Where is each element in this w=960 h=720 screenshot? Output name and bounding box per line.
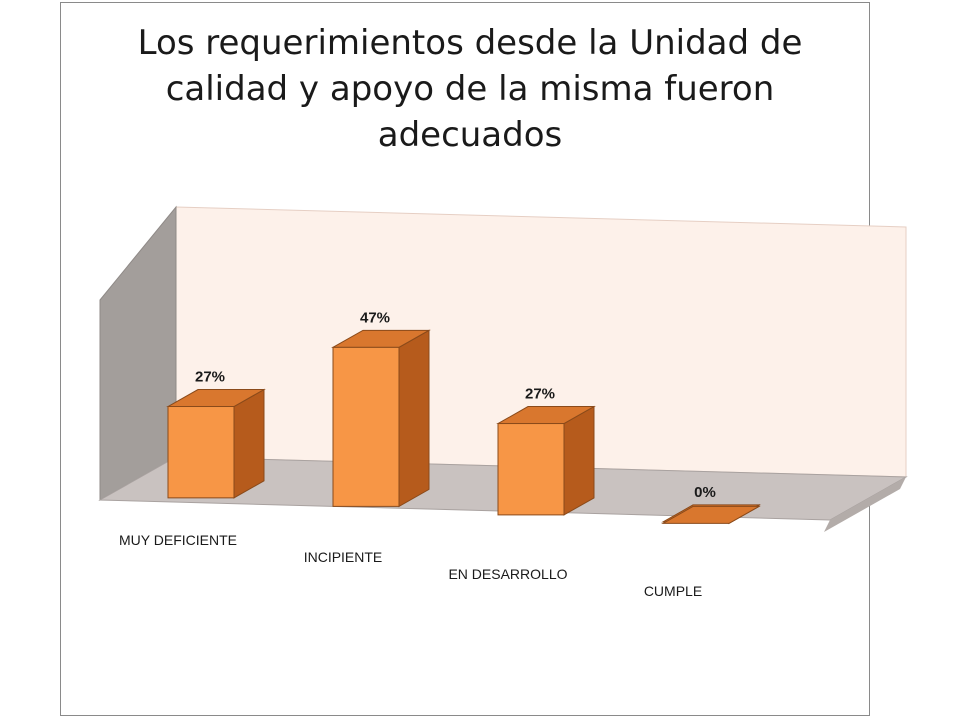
chart-title-line-3: adecuados bbox=[377, 115, 563, 155]
bar bbox=[332, 346, 400, 507]
bar-side bbox=[233, 388, 265, 499]
category-label: INCIPIENTE bbox=[304, 549, 383, 565]
bar-side bbox=[398, 329, 430, 508]
side-wall bbox=[99, 205, 177, 501]
data-label: 47% bbox=[360, 309, 390, 326]
category-label: EN DESARROLLO bbox=[448, 566, 567, 582]
category-label: CUMPLE bbox=[644, 583, 702, 599]
data-label: 27% bbox=[195, 369, 225, 386]
bar bbox=[167, 406, 235, 499]
bar-side bbox=[563, 405, 595, 516]
bar bbox=[661, 505, 761, 524]
bar bbox=[497, 423, 565, 516]
chart-title: Los requerimientos desde la Unidad de ca… bbox=[90, 20, 850, 158]
data-label: 27% bbox=[525, 386, 555, 403]
floor-edge bbox=[824, 477, 906, 532]
chart-title-line-2: calidad y apoyo de la misma fueron bbox=[165, 69, 775, 109]
data-label: 0% bbox=[694, 484, 716, 501]
chart-title-line-1: Los requerimientos desde la Unidad de bbox=[137, 23, 803, 63]
category-label: MUY DEFICIENTE bbox=[119, 532, 237, 548]
